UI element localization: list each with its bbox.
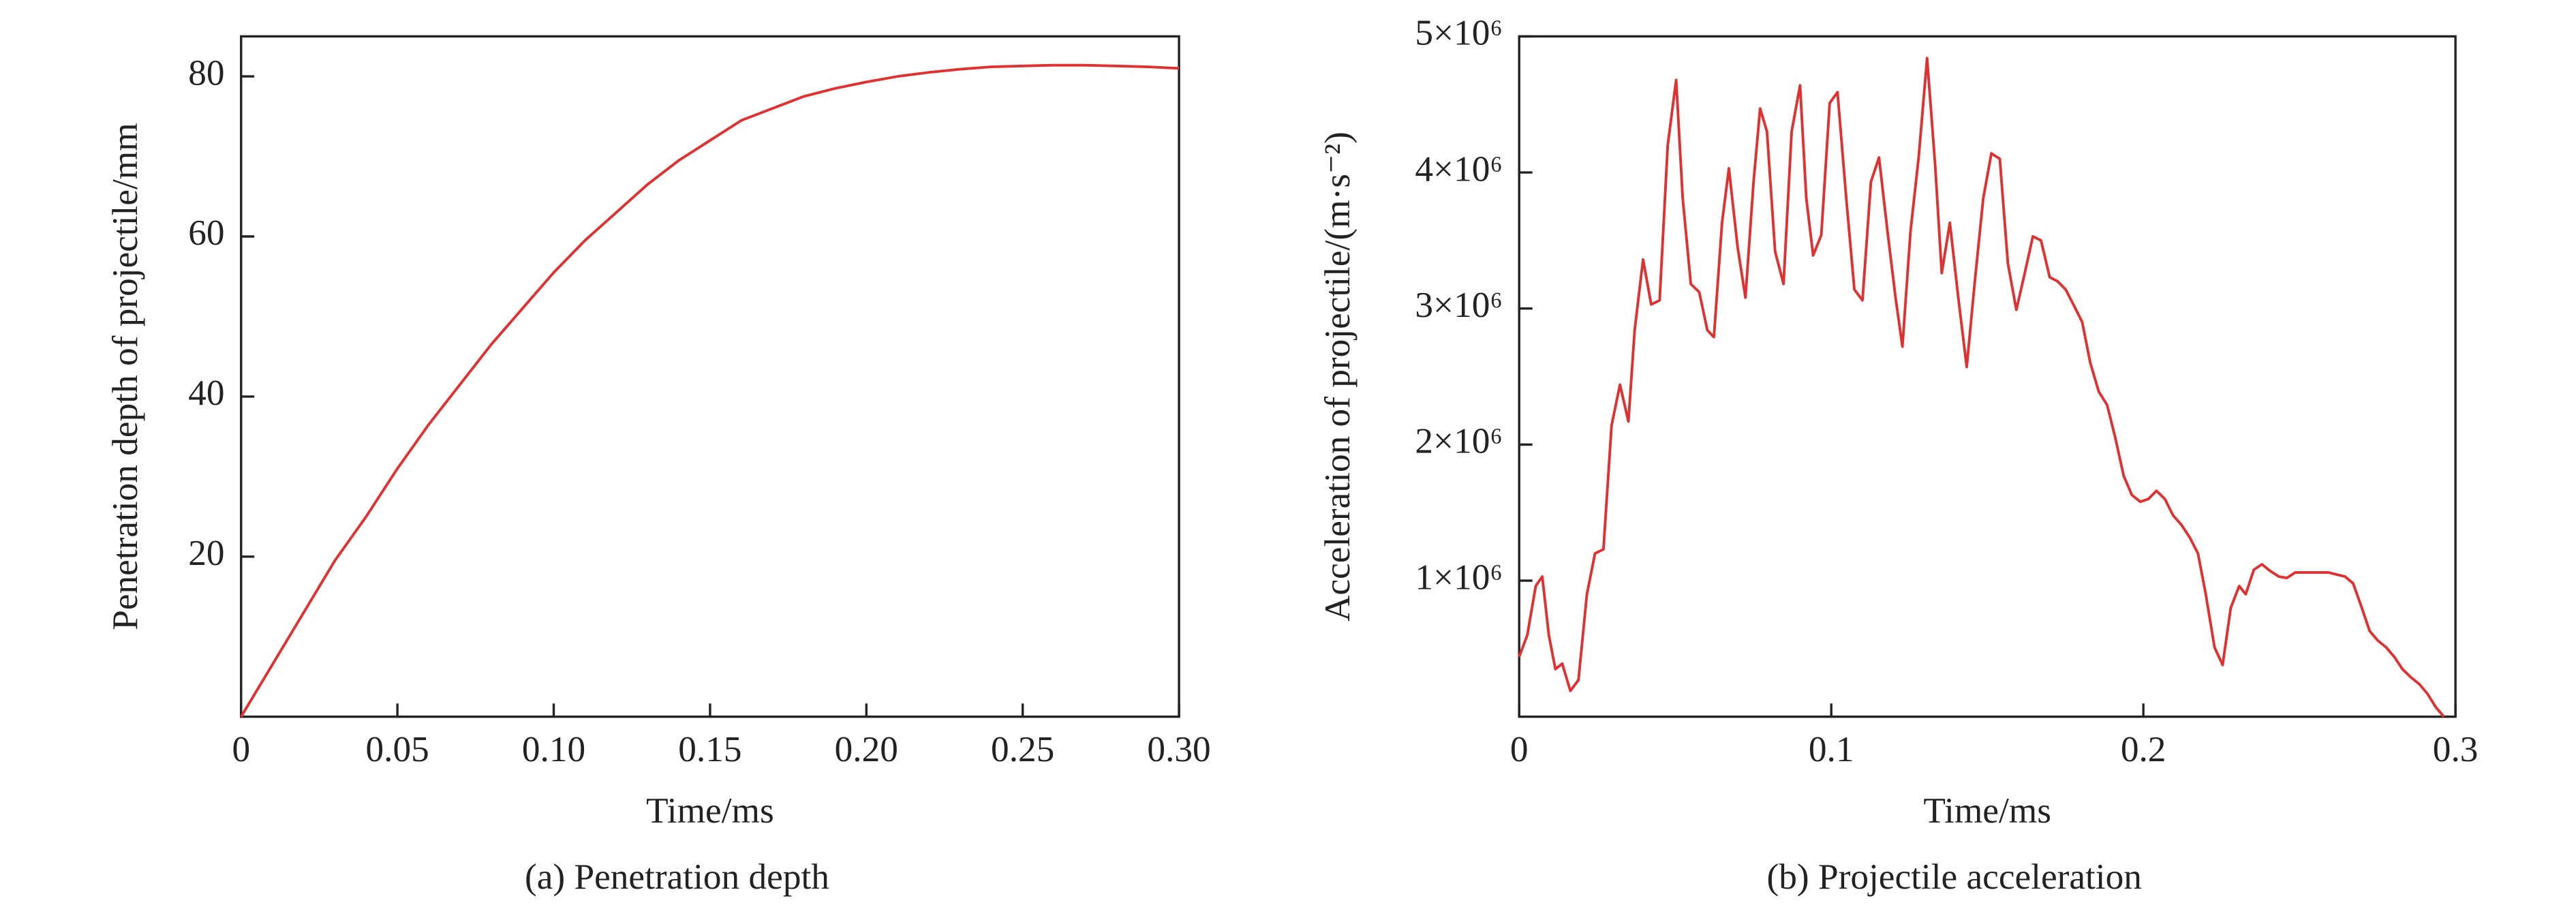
x-tick-label: 0.30 bbox=[1147, 729, 1210, 769]
caption: (a) Penetration depth bbox=[525, 857, 829, 897]
y-tick-label: 1×10⁶ bbox=[1415, 557, 1503, 597]
x-tick-label: 0.20 bbox=[835, 729, 898, 769]
x-tick-label: 0.05 bbox=[366, 729, 429, 769]
x-tick-label: 0.1 bbox=[1809, 729, 1854, 769]
x-tick-label: 0 bbox=[1510, 729, 1529, 769]
x-axis-label: Time/ms bbox=[646, 791, 774, 831]
caption: (b) Projectile acceleration bbox=[1766, 857, 2141, 897]
y-tick-label: 5×10⁶ bbox=[1415, 13, 1503, 53]
y-tick-label: 60 bbox=[188, 213, 224, 253]
y-tick-label: 2×10⁶ bbox=[1415, 421, 1503, 461]
x-axis-label: Time/ms bbox=[1923, 791, 2051, 831]
y-tick-label: 40 bbox=[188, 373, 224, 413]
plot-frame bbox=[240, 35, 1180, 718]
y-tick-label: 20 bbox=[188, 533, 224, 573]
x-tick-label: 0.10 bbox=[522, 729, 585, 769]
x-tick-label: 0.3 bbox=[2433, 729, 2479, 769]
y-axis-label: Penetration depth of projectile/mm bbox=[105, 123, 145, 630]
x-tick-label: 0.2 bbox=[2121, 729, 2166, 769]
x-tick-label: 0.15 bbox=[678, 729, 741, 769]
data-line bbox=[240, 63, 1180, 718]
y-tick-label: 80 bbox=[188, 52, 224, 93]
y-axis-label: Acceleration of projectile/(m·s⁻²) bbox=[1317, 132, 1358, 622]
y-tick-label: 3×10⁶ bbox=[1415, 285, 1503, 325]
x-tick-label: 0 bbox=[232, 729, 250, 769]
y-tick-label: 4×10⁶ bbox=[1415, 149, 1503, 189]
plot-frame bbox=[1518, 35, 2457, 718]
x-tick-label: 0.25 bbox=[991, 729, 1054, 769]
data-line bbox=[1518, 57, 2445, 718]
